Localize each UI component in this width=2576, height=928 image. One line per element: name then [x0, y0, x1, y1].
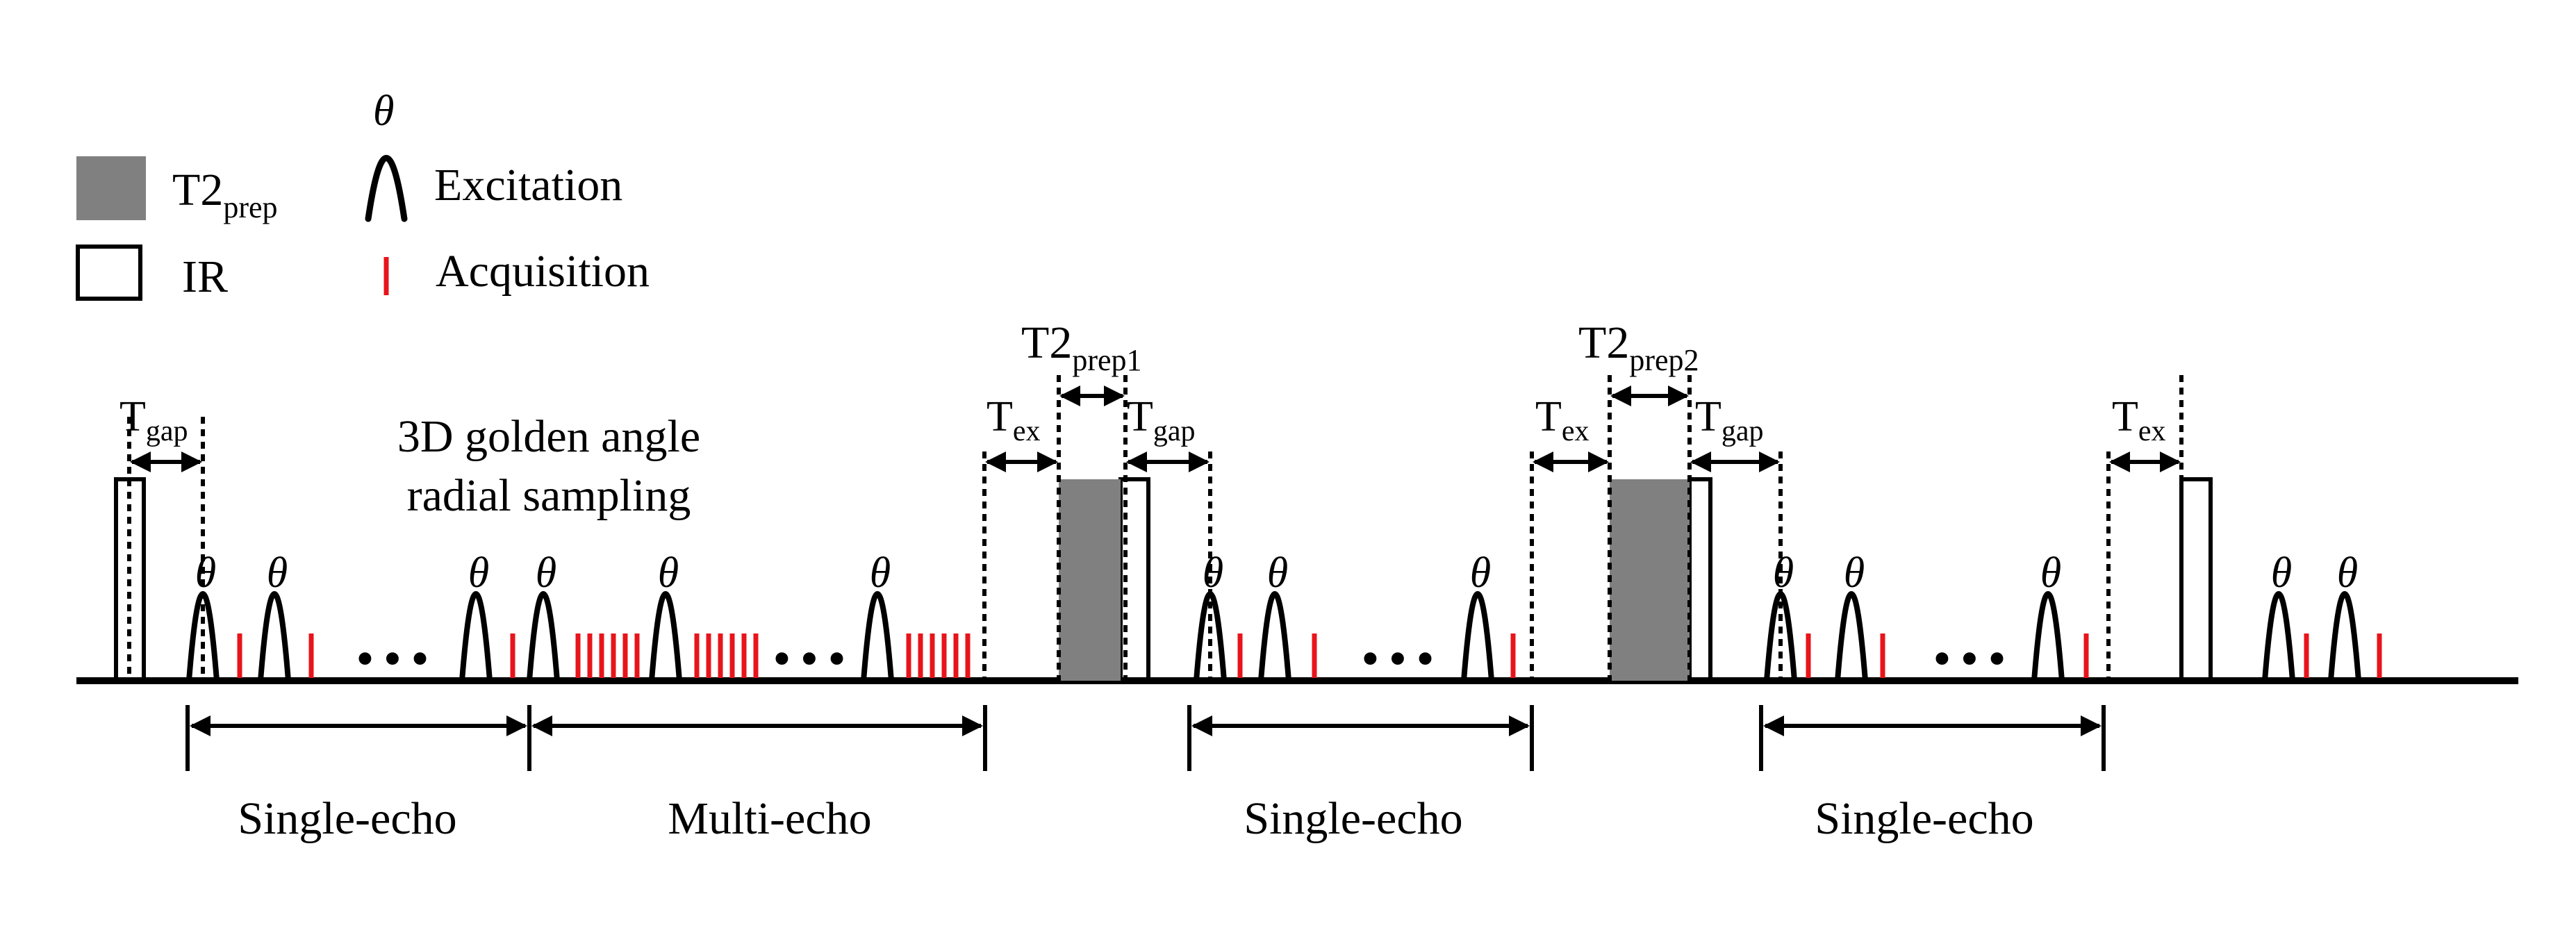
excitation-pulse	[649, 591, 682, 681]
t2prep-blocks	[1059, 479, 1690, 681]
ellipsis: • • •	[774, 633, 845, 684]
tex-label: Tex	[2112, 393, 2166, 447]
excitation-pulse	[527, 591, 560, 681]
flip-angle-label: θ	[468, 549, 489, 597]
excitation-pulse	[2262, 591, 2295, 681]
excitation-pulses	[186, 591, 2361, 681]
t2prep1-label: T2prep1	[1021, 317, 1142, 377]
legend-acquisition-label: Acquisition	[436, 246, 650, 297]
legend-ir-label: IR	[182, 251, 228, 302]
timing-labels: Tgap Tex T2prep1 Tgap Tex T2prep2 Tgap T…	[119, 317, 2166, 447]
excitation-pulse	[1258, 591, 1291, 681]
flip-angle-label: θ	[1844, 549, 1865, 597]
ir-pulse	[2179, 477, 2213, 683]
flip-angle-label: θ	[658, 549, 679, 597]
segment-label-single-echo-2: Single-echo	[1244, 793, 1462, 844]
flip-angle-label: θ	[1267, 549, 1288, 597]
legend-t2prep-label: T2prep	[172, 165, 278, 224]
segment-label-single-echo-3: Single-echo	[1815, 793, 2033, 844]
legend: T2prep IR θ Excitation Acquisition	[76, 88, 650, 302]
sampling-label-line2: radial sampling	[407, 470, 691, 521]
flip-angle-label: θ	[2040, 549, 2061, 597]
flip-angle-label: θ	[870, 549, 891, 597]
t2prep-block-2	[1610, 479, 1690, 681]
flip-angle-label: θ	[267, 549, 288, 597]
segment-labels: Single-echo Multi-echo Single-echo Singl…	[238, 793, 2033, 844]
ellipsis: • • •	[1362, 633, 1433, 684]
flip-angle-label: θ	[1773, 549, 1794, 597]
excitation-pulse	[186, 591, 220, 681]
legend-t2prep-swatch	[76, 156, 146, 220]
legend-excitation-label: Excitation	[434, 160, 622, 210]
excitation-pulse	[1194, 591, 1227, 681]
legend-theta-symbol: θ	[373, 88, 394, 135]
timing-guides	[127, 375, 2183, 681]
timing-arrows	[130, 386, 2181, 472]
excitation-pulse	[258, 591, 291, 681]
flip-angle-label: θ	[2337, 549, 2358, 597]
ellipsis-marks: • • • • • • • • • • • •	[357, 633, 2005, 684]
ellipsis: • • •	[1934, 633, 2005, 684]
ellipsis: • • •	[357, 633, 428, 684]
tgap-label: Tgap	[119, 393, 188, 447]
acquisition-marks	[237, 633, 2382, 678]
excitation-pulse	[1835, 591, 1868, 681]
flip-angle-label: θ	[1203, 549, 1223, 597]
excitation-pulse	[1764, 591, 1797, 681]
flip-angle-label: θ	[2271, 549, 2292, 597]
t2prep-block-1	[1059, 479, 1121, 681]
t2prep2-label: T2prep2	[1578, 317, 1699, 377]
segment-label-multi-echo: Multi-echo	[668, 793, 871, 844]
legend-excitation-pulse	[365, 155, 408, 222]
segment-label-single-echo-1: Single-echo	[238, 793, 456, 844]
tex-label: Tex	[986, 393, 1041, 447]
excitation-pulse	[459, 591, 493, 681]
excitation-pulse	[2328, 591, 2361, 681]
ir-pulse	[1687, 477, 1712, 683]
legend-ir-swatch	[76, 245, 142, 301]
excitation-pulse	[861, 591, 894, 681]
tex-label: Tex	[1535, 393, 1590, 447]
excitation-pulse	[2031, 591, 2065, 681]
segment-brackets	[185, 705, 2106, 771]
excitation-pulse	[1461, 591, 1494, 681]
tgap-label: Tgap	[1695, 393, 1764, 447]
tgap-label: Tgap	[1127, 393, 1196, 447]
flip-angle-label: θ	[536, 549, 556, 597]
sampling-label-line1: 3D golden angle	[397, 411, 700, 462]
flip-angle-label: θ	[1470, 549, 1491, 597]
flip-angle-label: θ	[195, 549, 216, 597]
